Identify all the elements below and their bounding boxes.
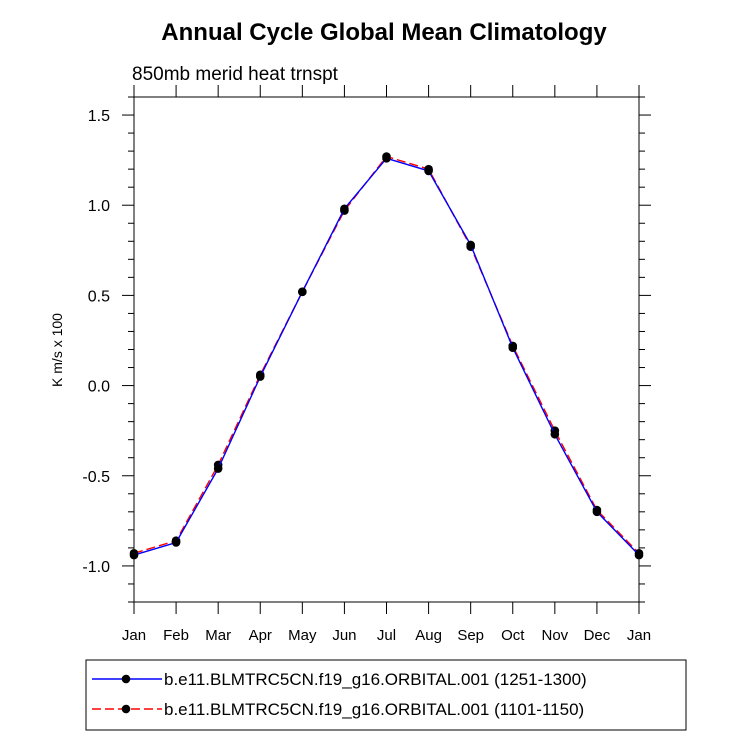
legend: b.e11.BLMTRC5CN.f19_g16.ORBITAL.001 (125… <box>92 670 587 719</box>
x-tick-label: Jan <box>627 627 651 644</box>
x-tick-labels: Jan Feb Mar Apr May Jun Jul Aug Sep Oct Nov Dec Jan <box>122 627 651 644</box>
chart-subtitle: 850mb merid heat trnspt <box>132 64 339 85</box>
y-tick-label: 0.5 <box>88 288 110 305</box>
x-tick-label: May <box>288 627 317 644</box>
data-point <box>424 166 433 176</box>
plot-frame <box>133 96 640 603</box>
legend-marker <box>121 674 131 684</box>
legend-label: b.e11.BLMTRC5CN.f19_g16.ORBITAL.001 (110… <box>164 700 584 719</box>
data-point <box>255 372 265 381</box>
data-point <box>550 429 560 439</box>
y-axis-title: K m/s x 100 <box>49 313 65 387</box>
series-line <box>133 155 640 554</box>
x-tick-label: Jan <box>122 627 146 644</box>
data-point <box>508 343 518 352</box>
y-tick-label: 1.0 <box>88 198 110 215</box>
legend-box <box>85 659 687 731</box>
x-tick-label: Apr <box>249 627 272 644</box>
axis-ticks <box>122 85 651 614</box>
x-tick-label: Dec <box>584 627 611 644</box>
y-tick-labels: -1.0 -0.5 0.0 0.5 1.0 1.5 <box>82 108 110 576</box>
data-point <box>298 287 307 297</box>
data-point <box>592 507 602 517</box>
data-point <box>466 240 475 250</box>
series-line <box>133 157 640 556</box>
x-tick-label: Sep <box>457 627 484 644</box>
series-layer <box>129 152 644 560</box>
y-tick-label: 1.5 <box>88 108 110 125</box>
data-point <box>382 154 391 163</box>
x-tick-label: Aug <box>415 627 442 644</box>
x-tick-label: Jun <box>332 627 356 644</box>
x-tick-label: Jul <box>377 627 396 644</box>
x-tick-label: Feb <box>163 627 189 644</box>
x-tick-label: Oct <box>501 627 525 644</box>
chart-title: Annual Cycle Global Mean Climatology <box>161 19 607 46</box>
data-point <box>171 538 181 547</box>
x-tick-label: Nov <box>541 627 568 644</box>
data-point <box>213 464 223 473</box>
legend-label: b.e11.BLMTRC5CN.f19_g16.ORBITAL.001 (125… <box>164 670 587 689</box>
y-tick-label: -0.5 <box>82 469 110 486</box>
x-tick-label: Mar <box>205 627 231 644</box>
y-tick-label: -1.0 <box>82 559 110 576</box>
legend-marker <box>121 704 131 714</box>
data-point <box>340 204 349 214</box>
y-tick-label: 0.0 <box>88 379 110 396</box>
